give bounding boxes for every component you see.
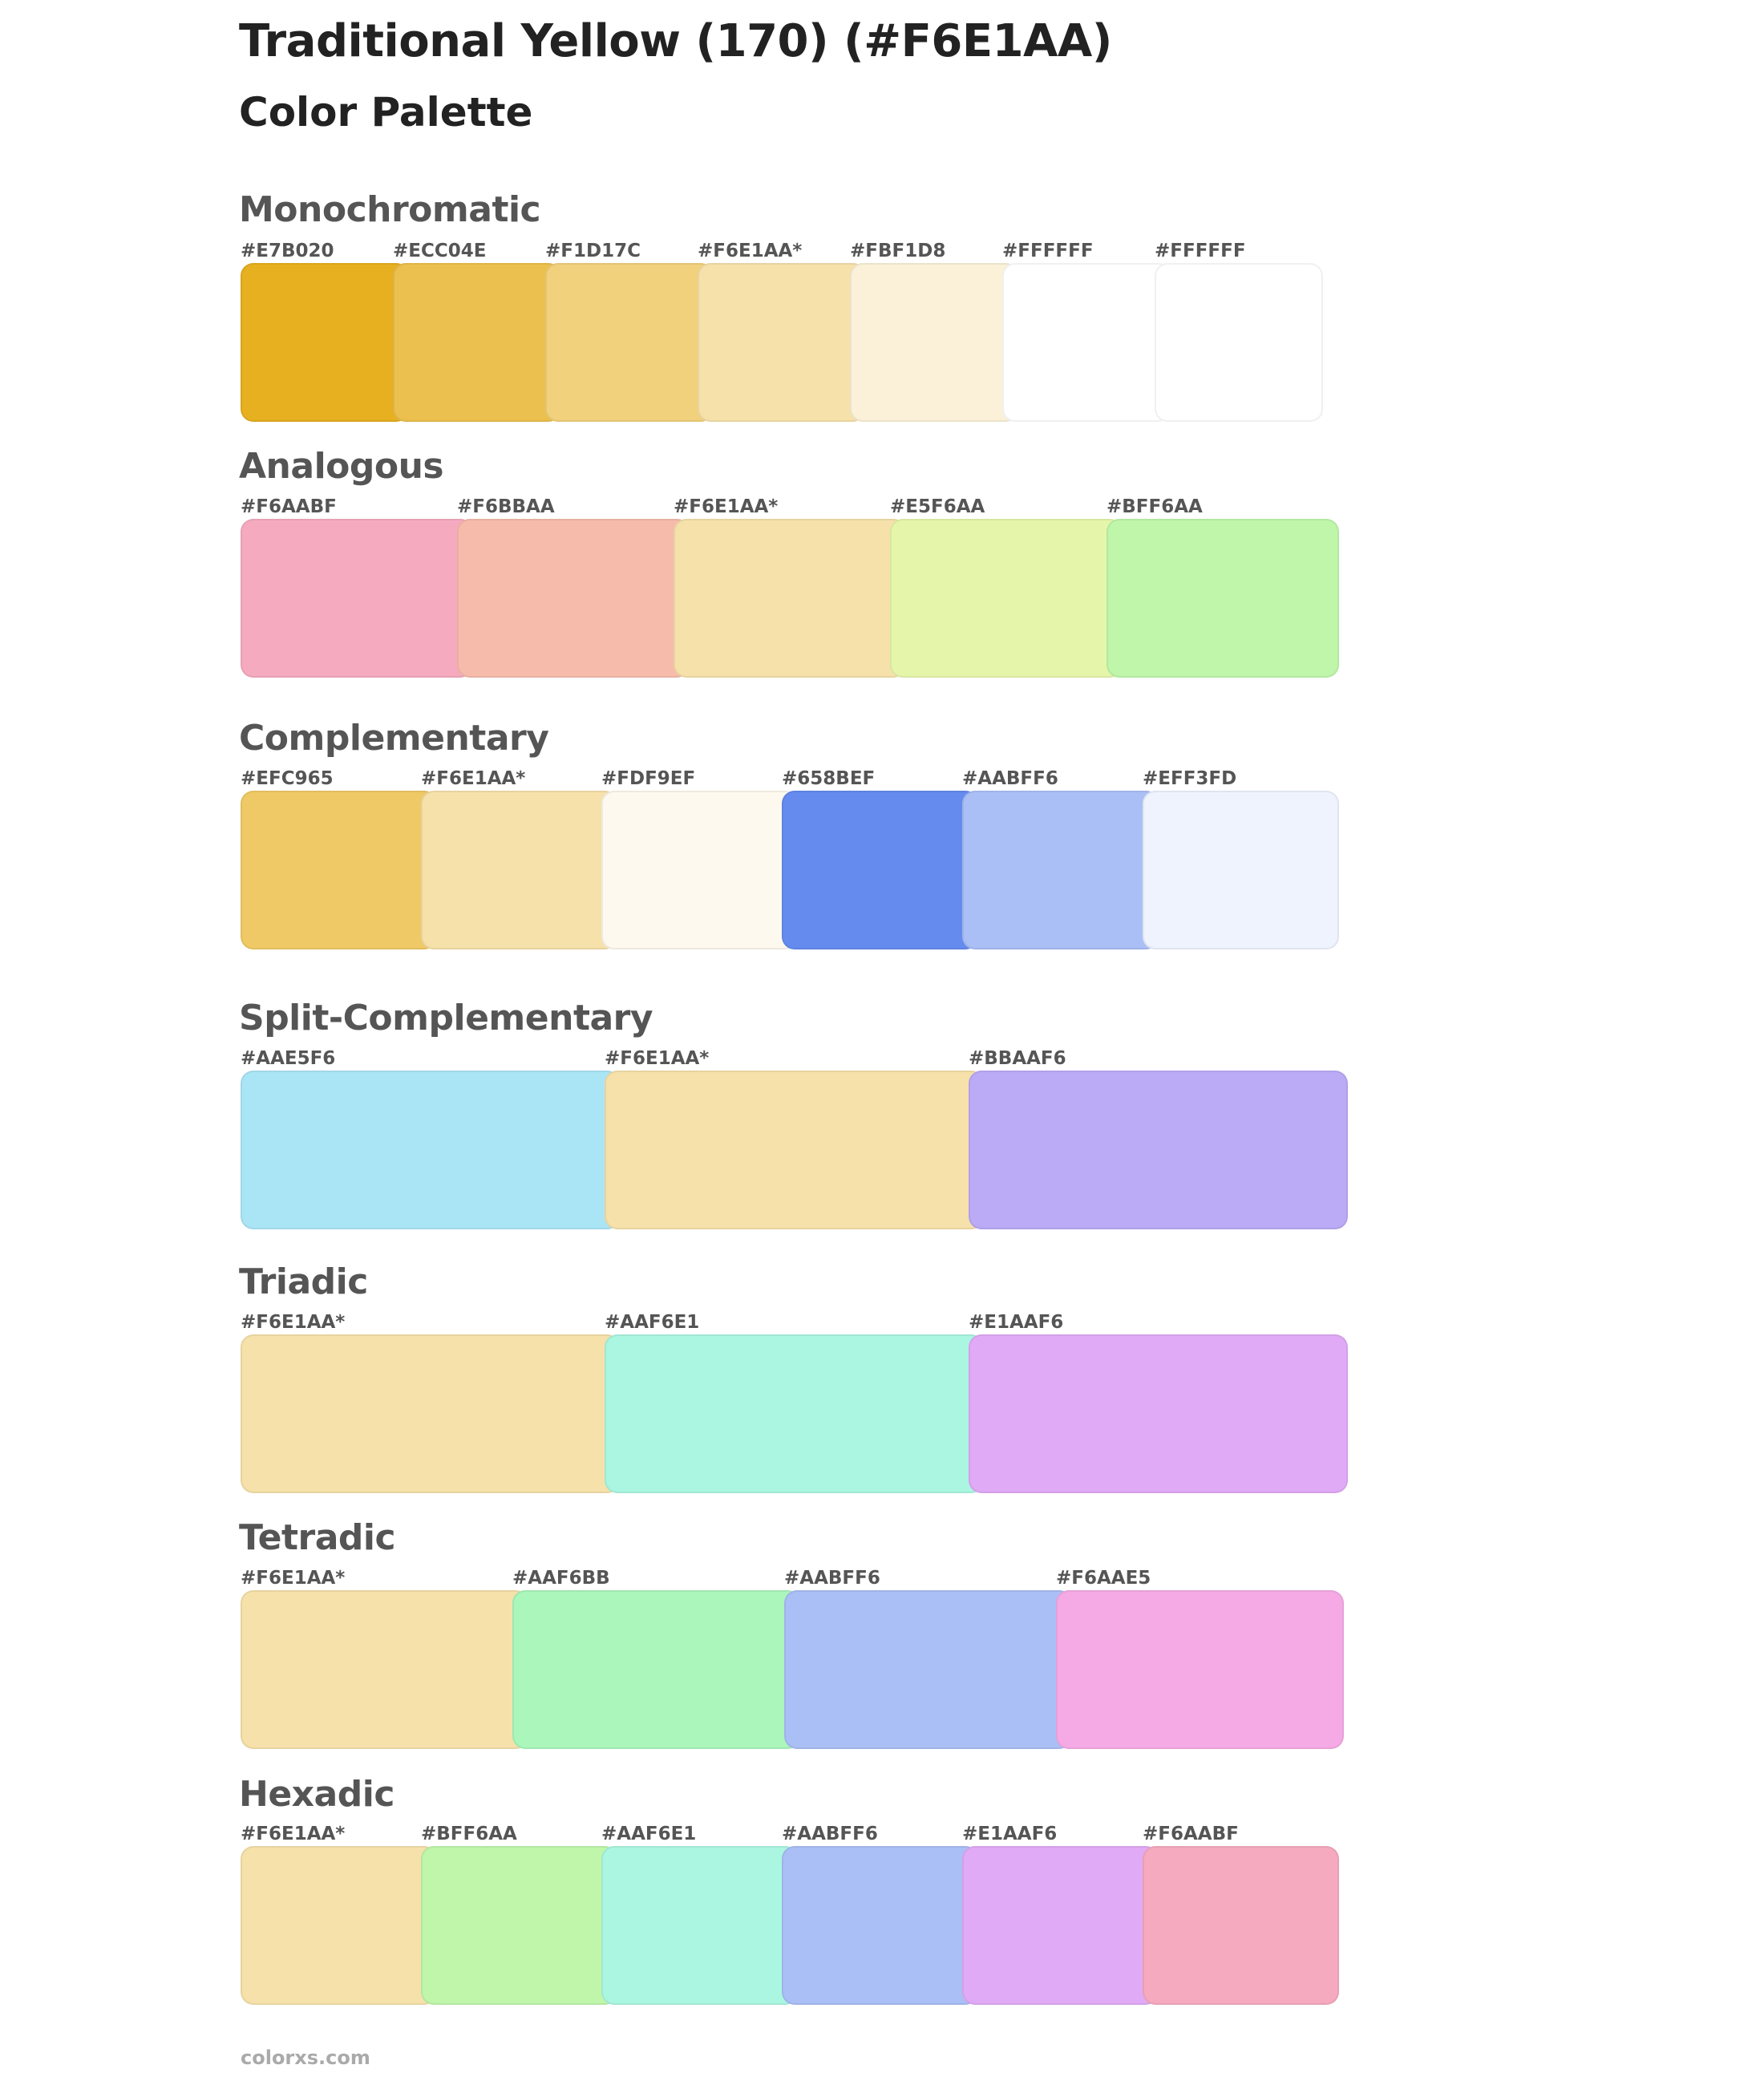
section-heading-monochromatic: Monochromatic bbox=[239, 189, 541, 230]
swatch-hex-label: #EFF3FD bbox=[1143, 768, 1237, 789]
section-heading-complementary: Complementary bbox=[239, 718, 549, 759]
swatch-hex-label: #FFFFFF bbox=[1155, 241, 1246, 261]
color-swatch[interactable] bbox=[1056, 1590, 1344, 1749]
swatch-hex-label: #F6AABF bbox=[241, 496, 337, 517]
swatch-hex-label: #EFC965 bbox=[241, 768, 334, 789]
color-swatch[interactable] bbox=[1002, 263, 1171, 422]
swatch-hex-label: #AAE5F6 bbox=[241, 1048, 336, 1069]
color-swatch[interactable] bbox=[674, 519, 906, 678]
color-swatch[interactable] bbox=[605, 1071, 984, 1229]
section-heading-split-complementary: Split-Complementary bbox=[239, 998, 653, 1038]
color-swatch[interactable] bbox=[782, 791, 978, 949]
color-swatch[interactable] bbox=[421, 1846, 617, 2005]
color-swatch[interactable] bbox=[241, 1071, 620, 1229]
swatch-hex-label: #FDF9EF bbox=[601, 768, 696, 789]
page-title: Traditional Yellow (170) (#F6E1AA) bbox=[239, 15, 1112, 67]
site-credit-link[interactable]: colorxs.com bbox=[241, 2047, 370, 2069]
swatch-hex-label: #E5F6AA bbox=[890, 496, 985, 517]
page-subtitle: Color Palette bbox=[239, 89, 533, 136]
color-swatch[interactable] bbox=[457, 519, 690, 678]
color-swatch[interactable] bbox=[241, 519, 473, 678]
swatch-hex-label: #AABFF6 bbox=[784, 1568, 880, 1589]
color-swatch[interactable] bbox=[1107, 519, 1339, 678]
color-swatch[interactable] bbox=[601, 791, 798, 949]
color-swatch[interactable] bbox=[241, 1846, 437, 2005]
swatch-hex-label: #F6E1AA* bbox=[241, 1312, 346, 1333]
section-heading-analogous: Analogous bbox=[239, 446, 444, 487]
color-swatch[interactable] bbox=[698, 263, 866, 422]
swatch-hex-label: #AABFF6 bbox=[962, 768, 1058, 789]
color-swatch[interactable] bbox=[1143, 791, 1339, 949]
swatch-hex-label: #FBF1D8 bbox=[850, 241, 946, 261]
color-swatch[interactable] bbox=[969, 1334, 1348, 1493]
swatch-hex-label: #AAF6BB bbox=[512, 1568, 610, 1589]
swatch-hex-label: #BFF6AA bbox=[1107, 496, 1203, 517]
color-swatch[interactable] bbox=[241, 1334, 620, 1493]
swatch-hex-label: #F6E1AA* bbox=[241, 1824, 346, 1844]
color-swatch[interactable] bbox=[1143, 1846, 1339, 2005]
swatch-hex-label: #F6AAE5 bbox=[1056, 1568, 1151, 1589]
color-swatch[interactable] bbox=[605, 1334, 984, 1493]
swatch-hex-label: #BBAAF6 bbox=[969, 1048, 1066, 1069]
color-swatch[interactable] bbox=[962, 791, 1159, 949]
color-swatch[interactable] bbox=[241, 263, 409, 422]
swatch-hex-label: #F1D17C bbox=[545, 241, 641, 261]
color-swatch[interactable] bbox=[782, 1846, 978, 2005]
color-swatch[interactable] bbox=[545, 263, 714, 422]
color-swatch[interactable] bbox=[421, 791, 617, 949]
swatch-hex-label: #E7B020 bbox=[241, 241, 334, 261]
swatch-hex-label: #F6BBAA bbox=[457, 496, 555, 517]
swatch-hex-label: #FFFFFF bbox=[1002, 241, 1094, 261]
swatch-hex-label: #E1AAF6 bbox=[962, 1824, 1058, 1844]
swatch-hex-label: #F6E1AA* bbox=[421, 768, 526, 789]
color-swatch[interactable] bbox=[393, 263, 561, 422]
swatch-hex-label: #F6E1AA* bbox=[241, 1568, 346, 1589]
swatch-hex-label: #ECC04E bbox=[393, 241, 487, 261]
swatch-hex-label: #F6E1AA* bbox=[674, 496, 779, 517]
section-heading-triadic: Triadic bbox=[239, 1261, 368, 1302]
color-swatch[interactable] bbox=[601, 1846, 798, 2005]
color-swatch[interactable] bbox=[890, 519, 1123, 678]
color-swatch[interactable] bbox=[1155, 263, 1323, 422]
swatch-hex-label: #F6E1AA* bbox=[605, 1048, 710, 1069]
color-swatch[interactable] bbox=[962, 1846, 1159, 2005]
swatch-hex-label: #F6E1AA* bbox=[698, 241, 803, 261]
color-swatch[interactable] bbox=[512, 1590, 800, 1749]
section-heading-tetradic: Tetradic bbox=[239, 1517, 396, 1558]
swatch-hex-label: #F6AABF bbox=[1143, 1824, 1239, 1844]
swatch-hex-label: #AAF6E1 bbox=[601, 1824, 697, 1844]
swatch-hex-label: #658BEF bbox=[782, 768, 876, 789]
color-swatch[interactable] bbox=[784, 1590, 1072, 1749]
swatch-hex-label: #BFF6AA bbox=[421, 1824, 517, 1844]
section-heading-hexadic: Hexadic bbox=[239, 1774, 394, 1815]
swatch-hex-label: #AAF6E1 bbox=[605, 1312, 700, 1333]
color-swatch[interactable] bbox=[850, 263, 1018, 422]
swatch-hex-label: #AABFF6 bbox=[782, 1824, 878, 1844]
color-swatch[interactable] bbox=[969, 1071, 1348, 1229]
color-swatch[interactable] bbox=[241, 1590, 528, 1749]
swatch-hex-label: #E1AAF6 bbox=[969, 1312, 1064, 1333]
color-swatch[interactable] bbox=[241, 791, 437, 949]
